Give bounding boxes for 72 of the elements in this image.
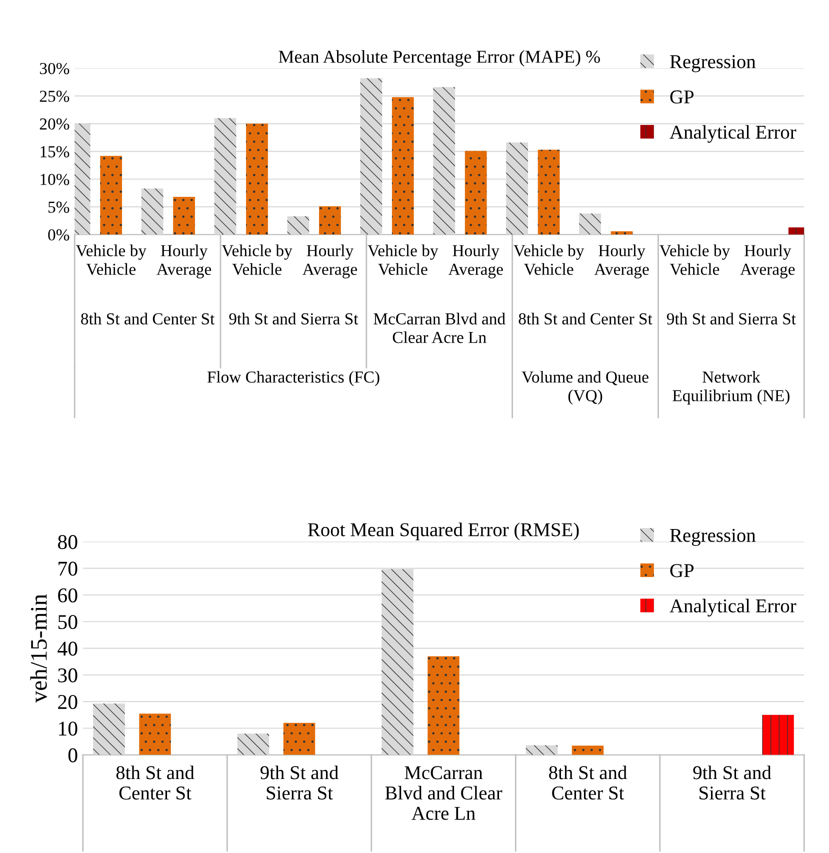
- text: Flow Characteristics (FC): [207, 370, 380, 386]
- x-tick-label: Hourly Average: [156, 244, 212, 278]
- bar: [428, 656, 460, 755]
- x-tick-label: Hourly Average: [740, 244, 795, 278]
- text: Volume and Queue (VQ): [522, 370, 648, 405]
- legend-label: Regression: [670, 528, 756, 546]
- y-tick-label: 25%: [40, 90, 70, 102]
- legend-label: Analytical Error: [670, 125, 796, 143]
- bar: [526, 745, 558, 755]
- y-tick-label: 10%: [40, 174, 70, 186]
- bar: [283, 722, 316, 755]
- legend-label: Analytical Error: [670, 598, 796, 616]
- bar: [579, 214, 601, 235]
- text: 8th St and Center St: [81, 312, 215, 324]
- x-tick-label: Hourly Average: [594, 244, 649, 278]
- chart-title: Mean Absolute Percentage Error (MAPE) %: [278, 50, 600, 67]
- bar: [382, 569, 414, 755]
- y-tick-label: 20: [58, 694, 78, 710]
- text: 8th St and Center St: [518, 312, 652, 324]
- bar: [93, 703, 125, 755]
- bar: [237, 734, 270, 755]
- bar: [287, 216, 310, 235]
- bar: [572, 746, 604, 755]
- y-tick-label: 30: [58, 668, 78, 682]
- x-tick-label: McCarran Blvd and Clear Acre Ln: [385, 766, 502, 820]
- y-tick-label: 80: [58, 535, 78, 550]
- bar: [762, 714, 794, 755]
- bar: [360, 78, 382, 235]
- x-tick-label: 8th St and Center St: [116, 766, 194, 800]
- bar: [100, 156, 122, 235]
- y-tick-label: 50: [58, 615, 78, 630]
- y-tick-label: 5%: [48, 202, 70, 213]
- text: 9th St and Sierra St: [229, 312, 358, 324]
- x-tick-label: Vehicle by Vehicle: [76, 244, 146, 276]
- x-tick-label: Vehicle by Vehicle: [222, 244, 292, 276]
- bar: [214, 118, 236, 235]
- y-tick-label: 30%: [40, 62, 70, 74]
- text: McCarran Blvd and Clear Acre Ln: [374, 312, 506, 344]
- y-axis-title: veh/15-min: [30, 594, 47, 703]
- y-tick-label: 20%: [40, 118, 70, 130]
- bar: [392, 97, 414, 235]
- bar: [246, 124, 268, 235]
- bar: [464, 150, 487, 235]
- bar: [319, 206, 341, 235]
- legend-label: Regression: [670, 55, 756, 72]
- x-tick-label: Vehicle by Vehicle: [659, 244, 730, 276]
- bar: [433, 87, 456, 235]
- x-tick-label: Hourly Average: [302, 244, 357, 278]
- y-tick-label: 0%: [48, 229, 70, 241]
- y-tick-label: 40: [58, 642, 78, 656]
- x-tick-label: Hourly Average: [448, 244, 503, 278]
- legend-label: GP: [670, 90, 694, 104]
- x-tick-label: 8th St and Center St: [549, 766, 627, 800]
- bar: [538, 150, 560, 235]
- text: Network Equilibrium (NE): [672, 370, 790, 405]
- chart-title: Root Mean Squared Error (RMSE): [308, 522, 579, 540]
- bar: [610, 231, 633, 235]
- x-tick-label: Vehicle by Vehicle: [368, 244, 438, 276]
- bar: [506, 142, 528, 235]
- y-tick-label: 0: [68, 748, 78, 762]
- y-tick-label: 70: [58, 562, 78, 576]
- text: 9th St and Sierra St: [666, 312, 796, 324]
- y-tick-label: 60: [58, 588, 78, 602]
- bar: [139, 714, 171, 755]
- x-tick-label: 9th St and Sierra St: [260, 766, 338, 800]
- legend-label: GP: [670, 564, 694, 578]
- bar: [173, 196, 195, 235]
- y-tick-label: 15%: [40, 146, 70, 158]
- x-tick-label: Vehicle by Vehicle: [514, 244, 584, 276]
- x-tick-label: 9th St and Sierra St: [693, 766, 772, 800]
- bar: [141, 188, 164, 235]
- y-tick-label: 10: [59, 722, 78, 736]
